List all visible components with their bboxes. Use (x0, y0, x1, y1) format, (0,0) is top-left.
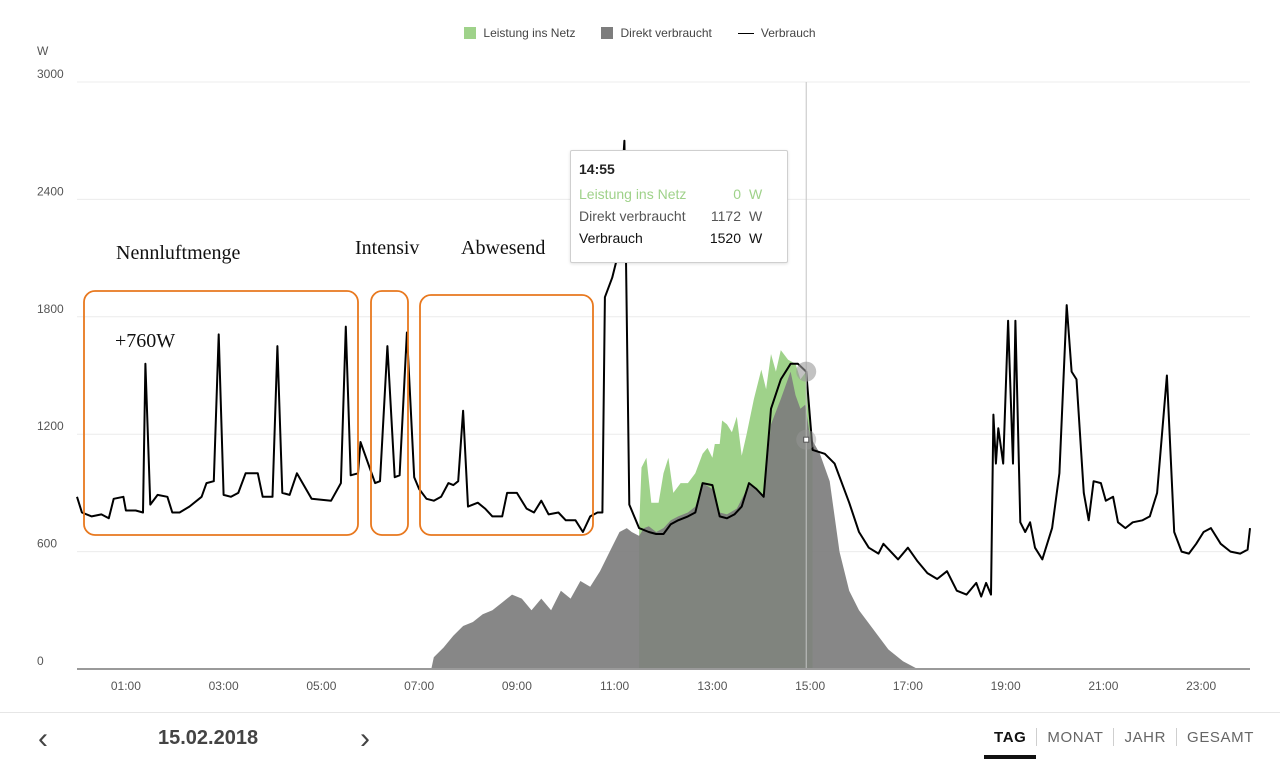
annotation-abwesend: Abwesend (461, 237, 546, 259)
y-tick-label: 0 (37, 654, 44, 668)
bottom-separator (0, 712, 1280, 713)
x-tick-label: 03:00 (209, 679, 239, 693)
tab-divider (1036, 728, 1038, 746)
chart-legend: Leistung ins Netz Direkt verbraucht Verb… (0, 26, 1280, 40)
chart-canvas: 0 600 1200 1800 2400 3000 W 01:00 03:00 05:00 07… (37, 44, 1251, 693)
tooltip-label: Direkt verbraucht (579, 208, 686, 224)
series-area-direkt-verbraucht (431, 371, 918, 669)
legend-swatch-direkt (601, 27, 614, 39)
x-tick-label: 07:00 (404, 679, 434, 693)
x-axis-ticks: 01:00 03:00 05:00 07:00 09:00 11:00 13:00 15:00… (111, 679, 1217, 693)
annotation-boxes (83, 290, 594, 536)
legend-item-netz[interactable]: Leistung ins Netz (464, 26, 575, 40)
y-tick-label: 3000 (37, 67, 64, 81)
legend-item-verbrauch[interactable]: Verbrauch (737, 26, 816, 40)
chevron-right-icon[interactable]: › (360, 722, 370, 755)
tab-divider (1113, 728, 1115, 746)
chart-tooltip: 14:55 Leistung ins Netz 0 W Direkt verbr… (570, 150, 788, 263)
tooltip-unit: W (749, 230, 763, 246)
tooltip-unit: W (749, 208, 763, 224)
legend-swatch-verbrauch (737, 32, 754, 34)
tab-tag[interactable]: TAG (984, 729, 1037, 759)
annotation-plus-760w: +760W (115, 330, 176, 352)
tooltip-value: 1172 (710, 208, 741, 224)
legend-swatch-netz (464, 27, 477, 39)
y-axis-unit-label: W (37, 44, 49, 58)
tooltip-value: 1520 (709, 230, 741, 246)
tooltip-label: Verbrauch (579, 230, 643, 246)
x-tick-label: 11:00 (600, 679, 629, 693)
annotation-box-intensiv (370, 290, 409, 536)
hover-marker-verbrauch (796, 361, 817, 382)
y-tick-label: 600 (37, 537, 57, 551)
annotation-intensiv: Intensiv (355, 237, 420, 259)
legend-item-direkt[interactable]: Direkt verbraucht (601, 26, 712, 40)
legend-label-verbrauch: Verbrauch (760, 26, 816, 40)
series-line-verbrauch (76, 139, 1251, 598)
annotation-box-abwesend (419, 294, 594, 536)
tab-gesamt[interactable]: GESAMT (1187, 728, 1254, 746)
y-tick-label: 1800 (37, 302, 64, 316)
hover-markers (796, 361, 817, 450)
x-tick-label: 21:00 (1088, 679, 1118, 693)
tooltip-unit: W (749, 186, 763, 202)
grid-lines (77, 81, 1250, 553)
x-tick-label: 05:00 (306, 679, 336, 693)
x-tick-label: 23:00 (1186, 679, 1216, 693)
x-tick-label: 13:00 (697, 679, 727, 693)
tooltip-row-direkt: Direkt verbraucht 1172 W (579, 205, 779, 227)
x-tick-label: 17:00 (893, 679, 923, 693)
annotation-box-nennluftmenge (83, 290, 359, 536)
tab-jahr[interactable]: JAHR (1124, 728, 1167, 746)
tooltip-label: Leistung ins Netz (579, 186, 687, 202)
x-tick-label: 09:00 (502, 679, 532, 693)
period-tabs: TAG MONAT JAHR GESAMT (984, 728, 1264, 759)
hover-marker-point (803, 436, 810, 443)
tooltip-value: 0 (733, 186, 741, 202)
legend-label-direkt: Direkt verbraucht (620, 26, 712, 40)
tooltip-time: 14:55 (579, 161, 615, 177)
x-tick-label: 01:00 (111, 679, 141, 693)
legend-label-netz: Leistung ins Netz (483, 26, 576, 40)
y-tick-label: 2400 (37, 184, 64, 198)
x-tick-label: 15:00 (795, 679, 825, 693)
chevron-left-icon[interactable]: ‹ (38, 722, 48, 755)
tooltip-row-verbrauch: Verbrauch 1520 W (579, 227, 779, 249)
tooltip-row-netz: Leistung ins Netz 0 W (579, 183, 779, 205)
x-tick-label: 19:00 (991, 679, 1021, 693)
tab-divider (1176, 728, 1178, 746)
tab-monat[interactable]: MONAT (1047, 728, 1104, 746)
y-axis-ticks: 0 600 1200 1800 2400 3000 (37, 67, 64, 668)
y-tick-label: 1200 (37, 419, 64, 433)
date-label: 15.02.2018 (158, 727, 259, 749)
annotation-nennluftmenge: Nennluftmenge (116, 242, 241, 264)
